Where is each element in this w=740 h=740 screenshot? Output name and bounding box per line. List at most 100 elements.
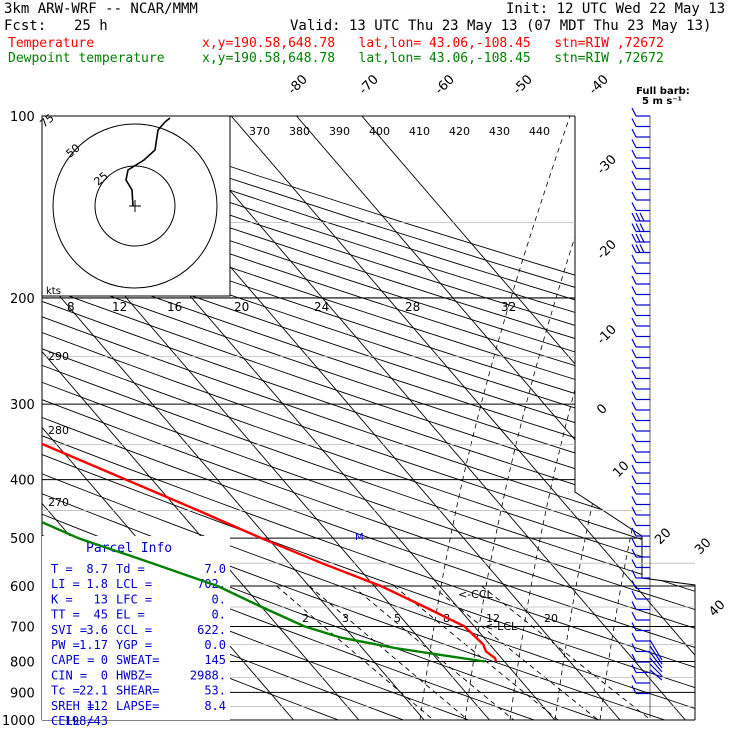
wind-barb: [631, 601, 637, 610]
wind-barb: [631, 296, 637, 306]
wind-barb: [631, 212, 637, 222]
theta-label: 400: [369, 125, 390, 138]
hodograph-speed-label: 24: [314, 300, 329, 314]
wind-barb: [649, 663, 663, 677]
wind-barb: [631, 485, 637, 495]
fcst-value: 25 h: [74, 18, 108, 34]
isotherm-label: -20: [594, 237, 620, 263]
theta-label: 380: [289, 125, 310, 138]
parcel-row-value: 0.: [212, 592, 226, 606]
wind-barb: [649, 645, 663, 665]
wind-barb: [631, 622, 637, 631]
parcel-row-label: CCL =: [116, 623, 152, 637]
wind-barb: [631, 527, 637, 537]
theta-label: 370: [249, 125, 270, 138]
hodograph-speed-label: 16: [167, 300, 182, 314]
theta-label: 430: [489, 125, 510, 138]
parcel-row-value: 8.4: [204, 699, 226, 713]
pressure-label: 700: [10, 620, 35, 635]
isotherm-label: 20: [652, 526, 674, 548]
parcel-row-value: 0.: [212, 608, 226, 622]
wind-barb: [635, 233, 641, 243]
pressure-label: 900: [10, 686, 35, 701]
wind-barb: [631, 580, 637, 589]
wind-barb: [631, 653, 637, 663]
wind-barb: [631, 181, 637, 190]
model-title: 3km ARW-WRF -- NCAR/MMM: [4, 1, 198, 17]
theta-label: 390: [329, 125, 350, 138]
parcel-row-label: LAPSE=: [116, 699, 159, 713]
wind-barb: [649, 651, 663, 669]
dry-adiabat: [42, 116, 695, 720]
wind-barb: [631, 475, 637, 484]
mixing-ratio-label: 20: [544, 612, 558, 625]
pressure-label: 600: [10, 580, 35, 595]
parcel-row-label: Tc =: [51, 684, 80, 698]
dry-adiabat: [42, 116, 695, 720]
dry-adiabat: [42, 116, 695, 720]
theta-e-label: 290: [48, 350, 69, 363]
isotherm-label: -60: [432, 72, 458, 98]
wind-barb: [631, 548, 637, 558]
wind-barb: [631, 359, 637, 369]
parcel-row-value: 0: [101, 668, 108, 682]
isotherm-line: [42, 116, 360, 720]
wind-barb: [631, 286, 637, 295]
mixing-ratio-label: 2: [302, 612, 309, 625]
isotherm-label: 10: [610, 459, 632, 481]
wind-barb: [631, 391, 637, 400]
parcel-row-value: 145: [204, 653, 226, 667]
moist-adiabat: [599, 116, 695, 720]
temperature-line: [42, 116, 498, 662]
wind-barb: [631, 422, 637, 432]
wind-barb: [631, 569, 637, 579]
parcel-row-label: LI =: [51, 577, 80, 591]
wind-barb: [631, 538, 637, 547]
parcel-row-value: 3.6: [86, 623, 108, 637]
hodograph-ring: [52, 123, 218, 289]
parcel-row-label: HWBZ=: [116, 668, 152, 682]
wind-barb: [649, 669, 663, 681]
parcel-row-label: EL =: [116, 608, 145, 622]
parcel-row-label: LFC =: [116, 592, 152, 606]
theta-label: 410: [409, 125, 430, 138]
wind-barb: [631, 128, 637, 138]
parcel-row-label: T =: [51, 562, 73, 576]
wind-barb: [631, 254, 637, 264]
wind-barb: [649, 657, 663, 673]
hodograph-speed-label: 8: [67, 300, 75, 314]
parcel-row-label: SHEAR=: [116, 684, 159, 698]
dry-adiabat: [42, 116, 695, 720]
isotherm-label: 30: [692, 536, 714, 558]
isotherm-line: [165, 116, 686, 720]
wind-legend-units: 5 m s⁻¹: [642, 96, 682, 107]
hodograph-speed-label: 28: [405, 300, 420, 314]
dewpoint-line: [42, 116, 485, 663]
wind-barb: [631, 265, 637, 274]
wind-barb: [635, 223, 641, 232]
wind-barb: [631, 664, 637, 673]
wind-barb: [631, 223, 637, 232]
moist-adiabat: [509, 116, 661, 720]
isotherm-line: [296, 116, 695, 720]
hodograph-speed-label: 20: [234, 300, 249, 314]
parcel-row-label: SVI =: [51, 623, 87, 637]
parcel-row-label: TT =: [51, 608, 80, 622]
isotherm-label: 40: [706, 598, 728, 620]
isotherm-label: -30: [594, 152, 620, 178]
wind-barb: [631, 149, 637, 159]
theta-label: 440: [529, 125, 550, 138]
dry-adiabat: [42, 116, 695, 720]
wind-barb: [631, 244, 637, 253]
dry-adiabat: [42, 116, 695, 720]
pressure-label: 800: [10, 655, 35, 670]
wind-barb: [631, 328, 637, 337]
dry-adiabat: [42, 116, 695, 720]
parcel-row-value: 8.7: [86, 562, 108, 576]
parcel-row-value: 22.1: [79, 684, 108, 698]
parcel-row-label: CELL =: [51, 714, 94, 728]
wind-barb: [631, 611, 637, 621]
wind-barb: [635, 212, 641, 222]
wind-barb: [631, 317, 637, 327]
parcel-row-label: SWEAT=: [116, 653, 159, 667]
